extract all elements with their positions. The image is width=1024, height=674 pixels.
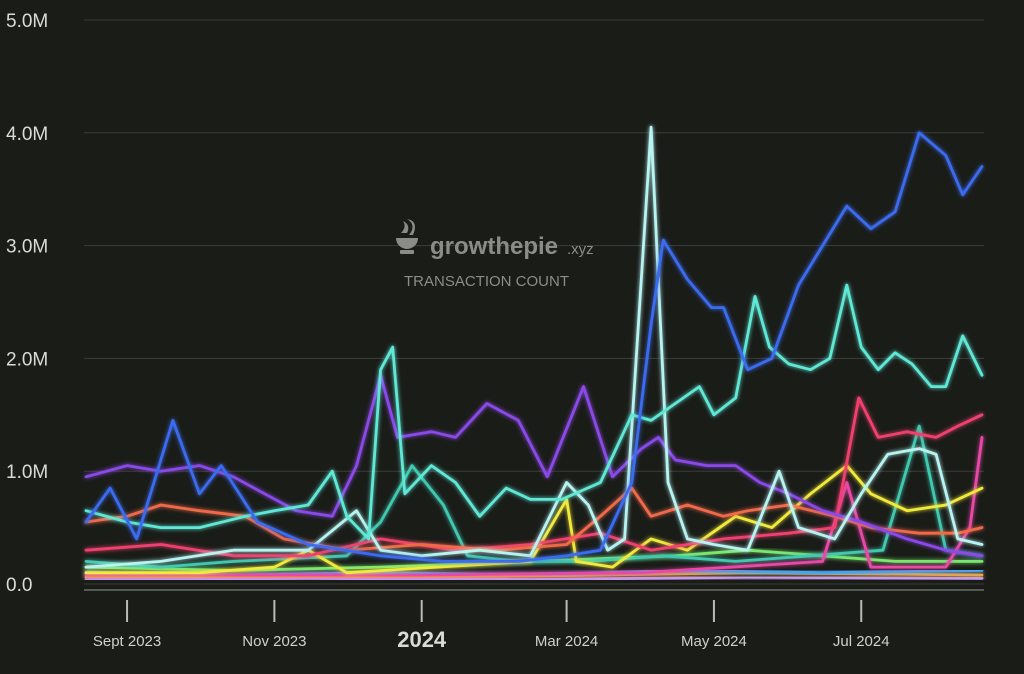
y-tick-label: 0.0 <box>6 575 32 596</box>
x-tick-label: Sept 2023 <box>93 633 161 650</box>
pie-logo-icon <box>396 219 418 254</box>
series-line <box>84 396 984 558</box>
series-line <box>84 125 984 569</box>
x-tick-label: Nov 2023 <box>242 633 306 650</box>
grid-lines <box>84 19 984 585</box>
x-tick-label: May 2024 <box>681 633 747 650</box>
x-tick-label: Mar 2024 <box>535 633 598 650</box>
series-line <box>84 283 984 541</box>
series-line <box>84 373 984 558</box>
x-tick-label: Jul 2024 <box>833 633 890 650</box>
y-tick-label: 2.0M <box>6 349 48 370</box>
watermark-brand-suffix: .xyz <box>567 241 594 258</box>
series-line <box>84 131 984 563</box>
y-tick-label: 4.0M <box>6 124 48 145</box>
watermark: growthepie .xyz TRANSACTION COUNT <box>396 219 594 290</box>
x-axis: Sept 2023 Nov 2023 2024 Mar 2024 May 2024 Jul… <box>84 589 984 652</box>
y-tick-label: 5.0M <box>6 11 48 32</box>
series-line <box>84 575 984 581</box>
y-tick-label: 3.0M <box>6 237 48 258</box>
series-lines <box>84 125 984 581</box>
series-line <box>84 486 984 552</box>
y-tick-label: 1.0M <box>6 462 48 483</box>
y-axis: 0.0 1.0M 2.0M 3.0M 4.0M 5.0M <box>6 11 48 596</box>
watermark-subtitle: TRANSACTION COUNT <box>404 273 569 290</box>
x-tick-label: 2024 <box>397 627 447 652</box>
watermark-brand: growthepie <box>430 233 558 260</box>
